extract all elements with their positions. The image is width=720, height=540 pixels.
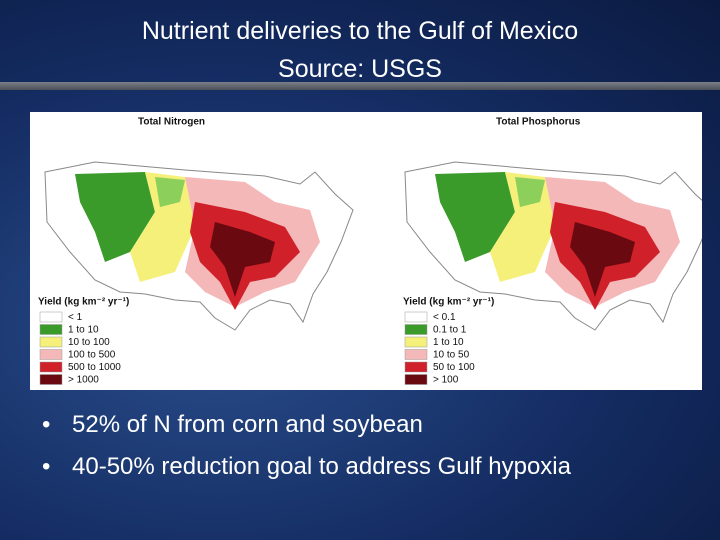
legend-title: Yield (kg km⁻² yr⁻¹) <box>38 297 129 308</box>
title-line: Nutrient deliveries to the Gulf of Mexic… <box>141 17 579 45</box>
legend-swatch <box>39 311 63 323</box>
legend-swatch <box>404 349 428 360</box>
bullet: 40-50% reduction goal to address Gulf hy… <box>42 446 582 488</box>
legend-label: < 1 <box>68 312 83 323</box>
legend-swatch <box>404 311 428 323</box>
subtitle-line: Source: USGS <box>278 55 442 83</box>
map-title: Total Nitrogen <box>138 117 205 128</box>
legend-label: > 100 <box>433 375 459 386</box>
legend-label: 0.1 to 1 <box>433 325 467 336</box>
divider <box>0 82 720 90</box>
slide-title: Nutrient deliveries to the Gulf of Mexic… <box>0 12 720 88</box>
legend-swatch <box>404 336 428 348</box>
legend-swatch <box>39 374 63 385</box>
legend-title: Yield (kg km⁻² yr⁻¹) <box>403 297 494 308</box>
legend-swatch <box>404 374 428 385</box>
legend-label: 100 to 500 <box>68 350 116 361</box>
bullet: 52% of N from corn and soybean <box>42 404 582 446</box>
map-figure: Total Nitrogen Yield (kg km⁻² yr⁻¹) < 1 1 t… <box>30 112 702 390</box>
legend-label: 50 to 100 <box>433 362 475 373</box>
legend-swatch <box>404 324 428 335</box>
legend-swatch <box>39 349 63 360</box>
map-title: Total Phosphorus <box>496 117 581 128</box>
legend-label: 1 to 10 <box>433 337 464 348</box>
legend-label: 10 to 50 <box>433 350 470 361</box>
legend-swatch <box>39 361 63 373</box>
legend-label: 500 to 1000 <box>68 362 121 373</box>
legend-swatch <box>404 361 428 373</box>
legend-label: < 0.1 <box>433 312 456 323</box>
legend-label: 1 to 10 <box>68 325 99 336</box>
legend-label: > 1000 <box>68 375 99 386</box>
legend-label: 10 to 100 <box>68 337 110 348</box>
legend-swatch <box>39 336 63 348</box>
bullet-list: 52% of N from corn and soybean 40-50% re… <box>40 404 582 488</box>
legend-swatch <box>39 324 63 335</box>
